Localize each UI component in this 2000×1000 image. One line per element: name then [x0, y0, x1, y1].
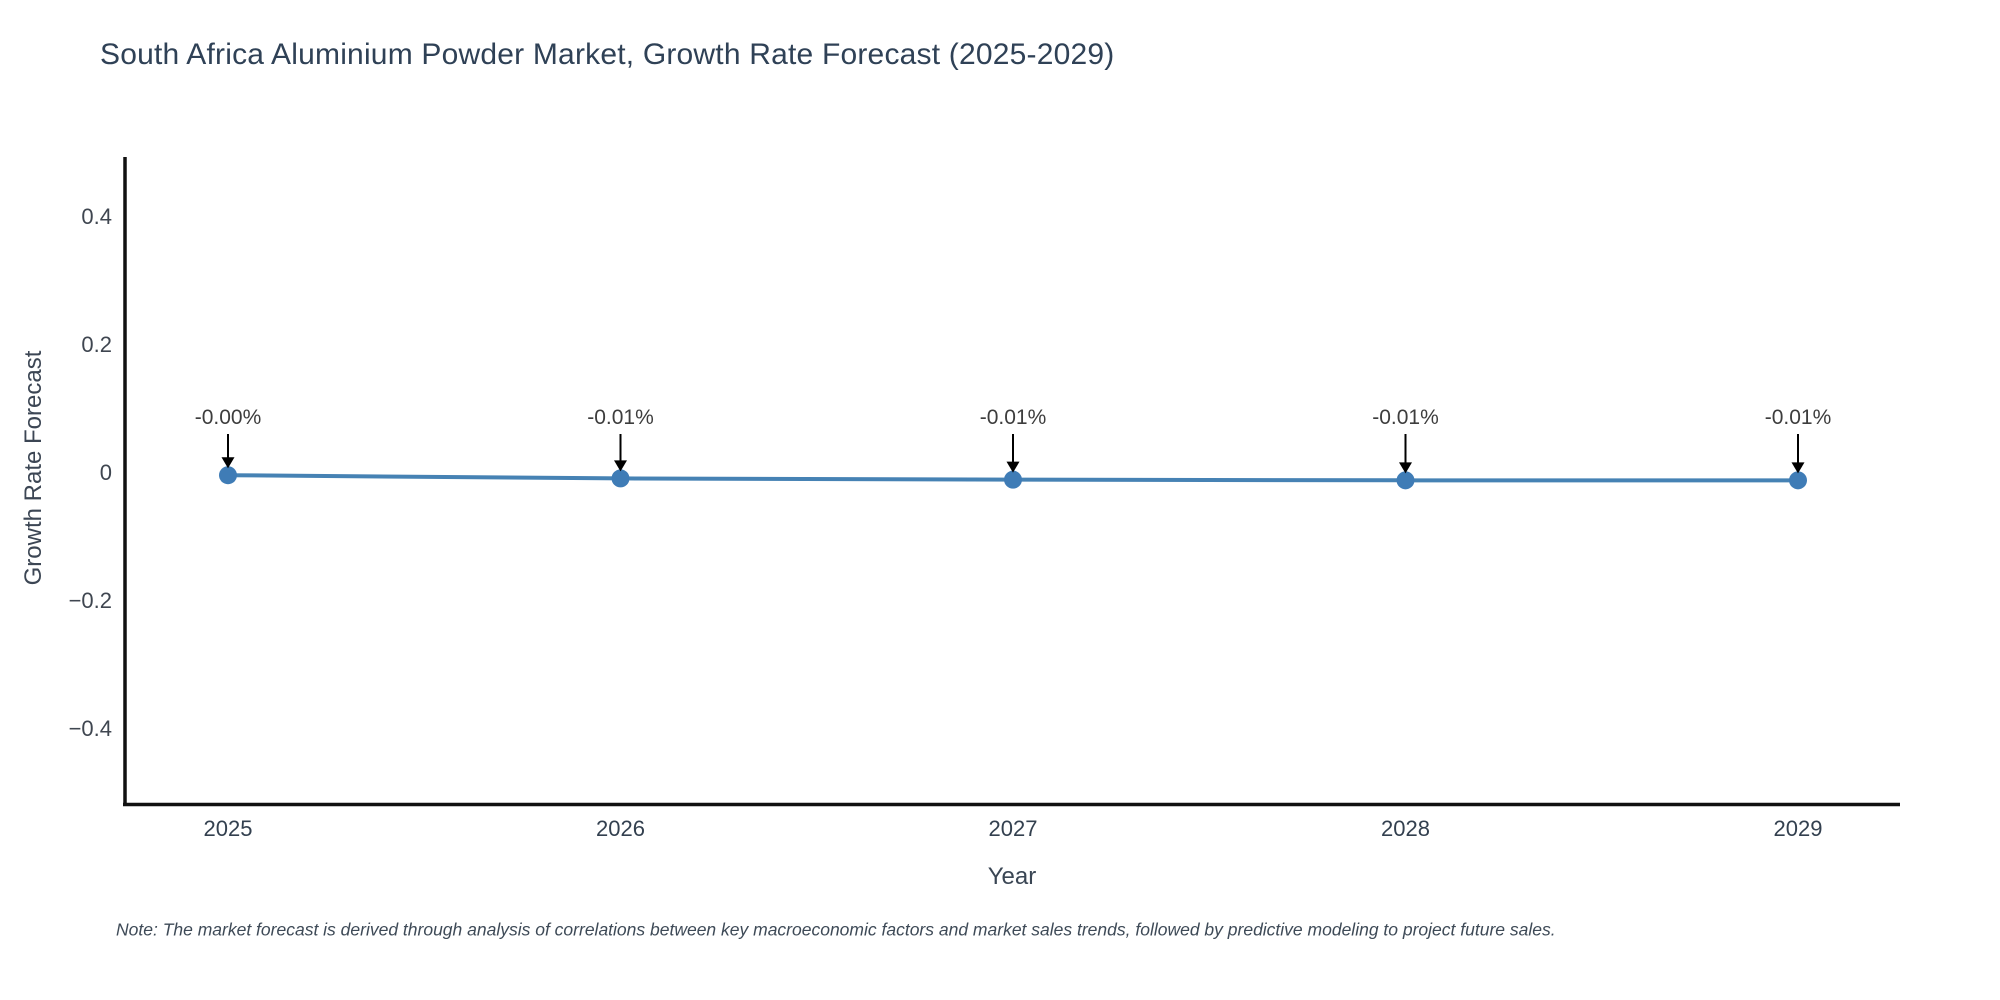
annotation-arrowhead [221, 457, 235, 469]
data-point [611, 469, 630, 488]
annotation-arrowhead [1006, 461, 1020, 473]
footnote: Note: The market forecast is derived thr… [116, 919, 1556, 940]
annotation-arrowhead [1399, 462, 1412, 474]
x-axis-title: Year [987, 863, 1037, 890]
data-point [219, 466, 237, 485]
chart-title: South Africa Aluminium Powder Market, Gr… [100, 38, 1115, 71]
annotation-label: -0.01% [1765, 406, 1832, 429]
annotation-label: -0.01% [1372, 406, 1439, 429]
data-point [1396, 471, 1415, 490]
x-tick-label: 2025 [204, 816, 253, 841]
y-tick-label: 0.4 [81, 204, 112, 229]
annotation-label: -0.01% [587, 406, 654, 429]
data-point [1789, 471, 1807, 490]
y-tick-label: 0 [100, 460, 112, 485]
y-tick-label: 0.2 [81, 332, 112, 357]
annotation-label: -0.00% [195, 406, 262, 429]
annotation-arrowhead [1791, 462, 1805, 474]
x-tick-label: 2027 [989, 816, 1038, 841]
annotation-label: -0.01% [980, 406, 1047, 429]
annotation-arrowhead [614, 460, 627, 472]
x-tick-label: 2028 [1381, 816, 1430, 841]
data-point [1004, 470, 1022, 489]
y-tick-label: −0.2 [69, 588, 112, 613]
x-tick-label: 2029 [1774, 816, 1823, 841]
y-tick-label: −0.4 [69, 716, 112, 741]
x-tick-label: 2026 [596, 816, 645, 841]
